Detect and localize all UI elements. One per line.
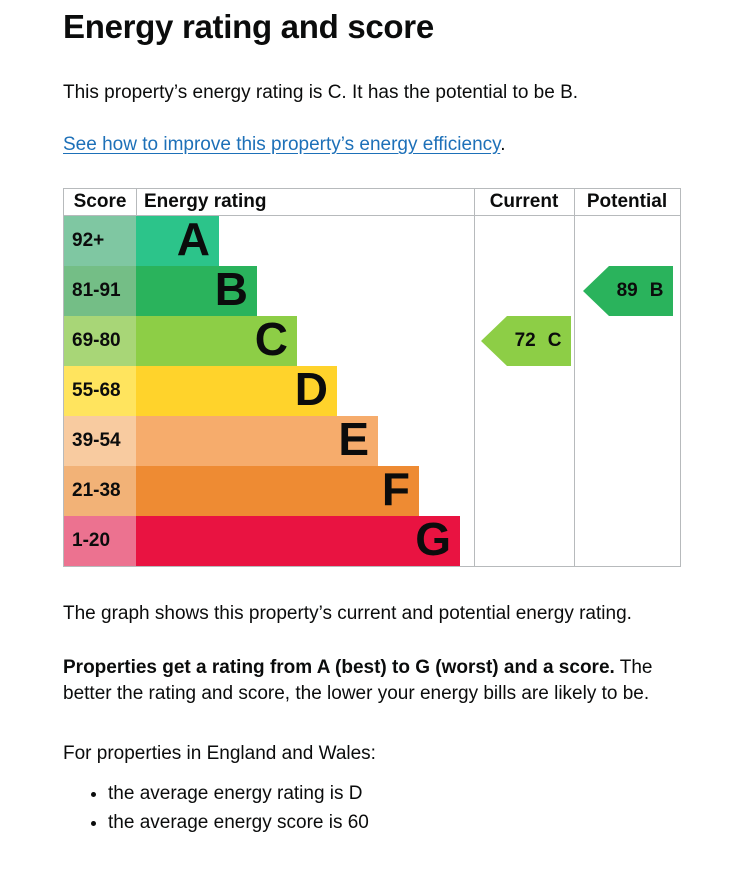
column-header-score: Score [73,191,127,212]
band-rows: 92+ A 81-91 B 69-80 C 55-68 D 39-54 E 21-38 F 1-20 G [64,216,680,566]
chart-caption: The graph shows this property’s current … [63,603,632,624]
divider-current-potential [574,189,575,566]
score-range-d: 55-68 [64,366,136,416]
band-letter-b: B [214,263,248,315]
band-letter-g: G [415,513,451,565]
column-header-energy-rating: Energy rating [144,191,267,212]
region-heading: For properties in England and Wales: [63,743,376,764]
score-range-c: 69-80 [64,316,136,366]
band-letter-c: C [254,313,288,365]
rating-explanation-rest: The better the rating and score, the low… [63,657,653,704]
band-letter-f: F [381,463,410,515]
band-bar-g: G [136,516,460,566]
band-row-a: 92+ A [64,216,680,266]
score-range-g: 1-20 [64,516,136,566]
score-range-e: 39-54 [64,416,136,466]
band-bar-d: D [136,366,337,416]
rating-explanation-bold: Properties get a rating from A (best) to… [63,657,615,678]
band-row-b: 81-91 B [64,266,680,316]
divider-score-rating [136,189,137,216]
band-bar-b: B [136,266,257,316]
band-row-g: 1-20 G [64,516,680,566]
column-header-potential: Potential [586,191,668,212]
band-bar-f: F [136,466,419,516]
improve-efficiency-link[interactable]: See how to improve this property’s energ… [63,134,501,155]
band-bar-c: C [136,316,297,366]
band-letter-d: D [294,363,328,415]
average-rating-item: the average energy rating is D [108,781,683,807]
page-title: Energy rating and score [63,8,434,45]
chart-header-row: Score Energy rating Current Potential [64,189,680,216]
band-row-e: 39-54 E [64,416,680,466]
energy-rating-chart: Score Energy rating Current Potential 92… [63,188,681,567]
intro-text: This property’s energy rating is C. It h… [63,82,579,103]
potential-score: 89 [616,280,638,301]
averages-list: the average energy rating is D the avera… [63,781,683,836]
band-letter-e: E [338,413,369,465]
current-score: 72 [514,330,536,351]
band-bar-e: E [136,416,378,466]
potential-band: B [649,280,664,301]
current-band: C [547,330,562,351]
band-row-d: 55-68 D [64,366,680,416]
link-suffix: . [500,134,506,155]
column-header-current: Current [489,191,559,212]
band-row-f: 21-38 F [64,466,680,516]
band-row-c: 69-80 C [64,316,680,366]
score-range-f: 21-38 [64,466,136,516]
score-range-a: 92+ [64,216,136,266]
rating-explanation: Properties get a rating from A (best) to… [63,655,683,707]
chart-body: 92+ A 81-91 B 69-80 C 55-68 D 39-54 E 21-38 F 1-20 G … [64,216,680,566]
score-range-b: 81-91 [64,266,136,316]
band-bar-a: A [136,216,219,266]
average-score-item: the average energy score is 60 [108,810,683,836]
improve-link-paragraph: See how to improve this property’s energ… [63,132,683,158]
band-letter-a: A [176,213,210,265]
divider-rating-current [474,189,475,566]
